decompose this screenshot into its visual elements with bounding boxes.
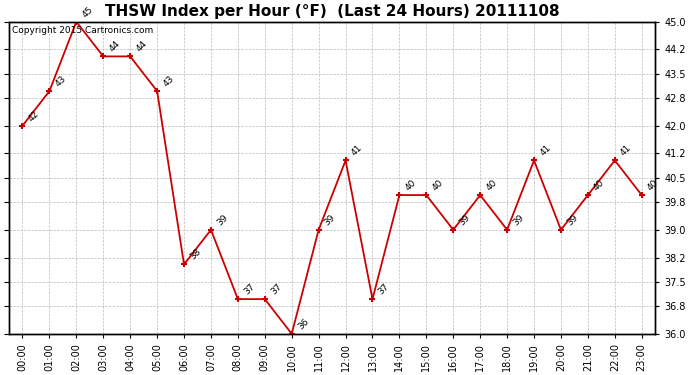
Text: 38: 38: [188, 247, 203, 262]
Text: 42: 42: [27, 109, 41, 123]
Text: 41: 41: [619, 143, 633, 158]
Text: 36: 36: [296, 316, 310, 331]
Text: Copyright 2015 Cartronics.com: Copyright 2015 Cartronics.com: [12, 26, 153, 35]
Text: 39: 39: [215, 213, 230, 227]
Text: 40: 40: [646, 178, 660, 192]
Text: 37: 37: [242, 282, 257, 296]
Text: 40: 40: [404, 178, 418, 192]
Text: 39: 39: [323, 213, 337, 227]
Text: 43: 43: [161, 74, 176, 88]
Text: 39: 39: [565, 213, 580, 227]
Text: 41: 41: [538, 143, 553, 158]
Text: 44: 44: [108, 39, 121, 54]
Text: 45: 45: [81, 4, 95, 19]
Text: 40: 40: [431, 178, 445, 192]
Text: 40: 40: [484, 178, 499, 192]
Text: 41: 41: [350, 143, 364, 158]
Text: 37: 37: [269, 282, 284, 296]
Text: 37: 37: [377, 282, 391, 296]
Text: 40: 40: [592, 178, 607, 192]
Title: THSW Index per Hour (°F)  (Last 24 Hours) 20111108: THSW Index per Hour (°F) (Last 24 Hours)…: [105, 4, 560, 19]
Text: 43: 43: [54, 74, 68, 88]
Text: 39: 39: [511, 213, 526, 227]
Text: 39: 39: [457, 213, 472, 227]
Text: 44: 44: [135, 39, 148, 54]
